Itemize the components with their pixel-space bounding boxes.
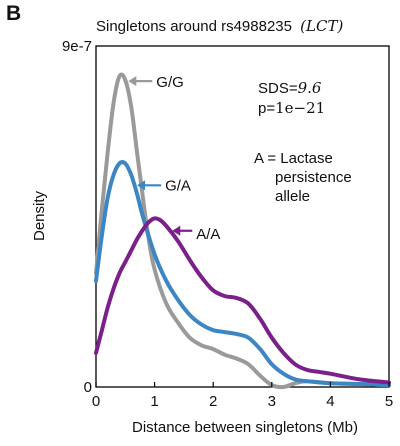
svg-text:Singletons around rs4988235: Singletons around rs4988235 (LCT) <box>96 17 343 35</box>
x-axis-label: Distance between singletons (Mb) <box>132 419 358 436</box>
y-tick-label: 9e-7 <box>62 38 92 55</box>
series-label: G/G <box>156 74 184 91</box>
p-value: 1e−21 <box>275 99 325 117</box>
series-label-arrowhead <box>137 180 146 191</box>
chart-title-text: Singletons around rs4988235 <box>96 18 292 35</box>
p-label: p= <box>258 100 275 117</box>
panel-letter: B <box>6 2 22 25</box>
chart-title-gene: (LCT) <box>300 17 343 35</box>
p-annotation: p=1e−21 <box>258 99 325 117</box>
chart-title: Singletons around rs4988235 (LCT) <box>96 17 343 35</box>
sds-annotation: SDS=9.6 <box>258 79 322 97</box>
plot-frame <box>95 45 390 388</box>
sds-label: SDS= <box>258 80 298 97</box>
note-line-2: persistence <box>275 169 352 186</box>
x-tick-label: 1 <box>150 393 158 410</box>
x-tick-label: 2 <box>209 393 217 410</box>
x-tick-label: 4 <box>326 393 334 410</box>
series-label: G/A <box>165 177 191 194</box>
series-line-g-a <box>94 160 391 388</box>
series-line-a-a <box>94 216 391 385</box>
series-label-arrowhead <box>172 225 181 236</box>
note-line-3: allele <box>275 188 310 205</box>
x-tick-label: 3 <box>268 393 276 410</box>
series-label: A/A <box>196 226 220 243</box>
x-tick-label: 0 <box>92 393 100 410</box>
sds-value: 9.6 <box>298 79 322 97</box>
y-tick-label: 0 <box>84 379 92 396</box>
series-label-arrowhead <box>128 76 137 87</box>
x-tick-label: 5 <box>385 393 393 410</box>
note-line-1: A = Lactase <box>254 150 333 167</box>
series-line-g-g <box>94 72 391 390</box>
y-axis-label: Density <box>31 190 48 241</box>
